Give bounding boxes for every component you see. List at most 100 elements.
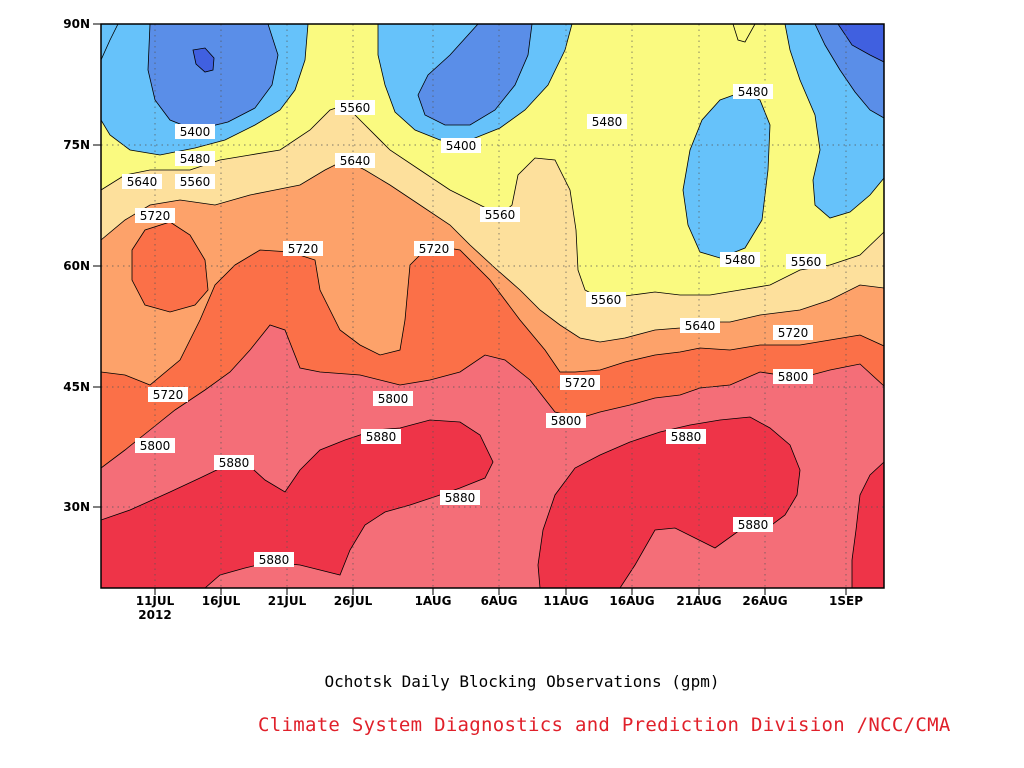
contour-label-5400-b: 5400 xyxy=(441,138,481,153)
svg-text:5560: 5560 xyxy=(591,293,622,307)
contour-label-5720-c: 5720 xyxy=(414,241,454,256)
contour-line-5800 xyxy=(101,324,884,469)
contour-label-5720-e: 5720 xyxy=(560,375,600,390)
svg-text:5880: 5880 xyxy=(219,456,250,470)
svg-text:5400: 5400 xyxy=(180,125,211,139)
band-5400-5480-west xyxy=(148,24,278,130)
y-tick-label-90: 90N xyxy=(63,17,90,31)
contour-label-5800-d: 5800 xyxy=(773,369,813,384)
contour-label-5720-d: 5720 xyxy=(148,387,188,402)
x-tick-label-16aug: 16AUG xyxy=(609,594,654,608)
contour-line-5320-west xyxy=(192,47,215,73)
band-below-5400-east xyxy=(838,24,884,62)
plot-frame xyxy=(100,23,885,589)
contour-line-5320-east xyxy=(837,24,884,63)
y-tick-label-60: 60N xyxy=(63,259,90,273)
svg-text:5480: 5480 xyxy=(725,253,756,267)
contour-line-5560 xyxy=(101,104,884,299)
svg-text:5800: 5800 xyxy=(140,439,171,453)
contour-label-5560-d: 5560 xyxy=(586,292,626,307)
y-tick-label-30: 30N xyxy=(63,500,90,514)
contour-label-5800-b: 5800 xyxy=(373,391,413,406)
x-tick-label-16jul: 16JUL xyxy=(202,594,241,608)
svg-text:5560: 5560 xyxy=(340,101,371,115)
band-above-5960-west xyxy=(101,420,493,588)
contour-line-5720-loop xyxy=(131,221,209,313)
svg-text:5880: 5880 xyxy=(671,430,702,444)
x-tick-label-21jul: 21JUL xyxy=(268,594,307,608)
x-tick-label-6aug: 6AUG xyxy=(481,594,518,608)
band-above-5960-east xyxy=(852,462,884,588)
contour-label-5640-a: 5640 xyxy=(122,174,162,189)
contour-label-5560-e: 5560 xyxy=(786,254,826,269)
svg-text:5560: 5560 xyxy=(791,255,822,269)
contour-label-5880-c: 5880 xyxy=(440,490,480,505)
band-5560-5640 xyxy=(101,24,884,298)
x-tick-label-1sep: 1SEP xyxy=(829,594,863,608)
svg-text:5560: 5560 xyxy=(180,175,211,189)
svg-text:5480: 5480 xyxy=(180,152,211,166)
svg-text:5800: 5800 xyxy=(551,414,582,428)
contour-label-5720-a: 5720 xyxy=(135,208,175,223)
svg-text:5800: 5800 xyxy=(378,392,409,406)
contour-line-5880-b xyxy=(537,416,801,588)
contour-line-5480-east xyxy=(784,24,884,219)
contour-label-5560-a: 5560 xyxy=(335,100,375,115)
svg-text:5720: 5720 xyxy=(778,326,809,340)
svg-text:5720: 5720 xyxy=(288,242,319,256)
contour-label-5640-c: 5640 xyxy=(680,318,720,333)
contour-label-5720-b: 5720 xyxy=(283,241,323,256)
contour-line-5880-c xyxy=(851,461,884,588)
svg-text:5480: 5480 xyxy=(738,85,769,99)
contour-label-5400-a: 5400 xyxy=(175,124,215,139)
svg-text:5880: 5880 xyxy=(259,553,290,567)
contour-label-5640-b: 5640 xyxy=(335,153,375,168)
svg-text:5560: 5560 xyxy=(485,208,516,222)
x-tick-label-11jul: 11JUL xyxy=(136,594,175,608)
contour-label-5480-c: 5480 xyxy=(733,84,773,99)
svg-text:5720: 5720 xyxy=(565,376,596,390)
x-tick-label-1aug: 1AUG xyxy=(415,594,452,608)
svg-text:5720: 5720 xyxy=(140,209,171,223)
contour-line-top-left xyxy=(101,24,119,61)
svg-text:5880: 5880 xyxy=(445,491,476,505)
svg-text:5640: 5640 xyxy=(127,175,158,189)
contour-label-5880-f: 5880 xyxy=(733,517,773,532)
svg-text:5720: 5720 xyxy=(153,388,184,402)
svg-text:5880: 5880 xyxy=(738,518,769,532)
chart-title: Ochotsk Daily Blocking Observations (gpm… xyxy=(324,672,720,691)
svg-text:5640: 5640 xyxy=(340,154,371,168)
band-above-5960-center xyxy=(538,417,800,588)
contour-line-5400-center xyxy=(417,24,533,126)
svg-text:5480: 5480 xyxy=(592,115,623,129)
contour-label-5720-f: 5720 xyxy=(773,325,813,340)
contour-label-5560-c: 5560 xyxy=(480,207,520,222)
contour-line-5480-island xyxy=(682,91,771,259)
contour-line-top-mid xyxy=(732,24,756,43)
contour-label-5480-a: 5480 xyxy=(175,151,215,166)
contour-label-5880-d: 5880 xyxy=(254,552,294,567)
x-tick-label-26aug: 26AUG xyxy=(742,594,787,608)
contour-label-5880-e: 5880 xyxy=(666,429,706,444)
x-year-label: 2012 xyxy=(138,608,171,622)
contour-label-5880-b: 5880 xyxy=(361,429,401,444)
contour-label-5560-b: 5560 xyxy=(175,174,215,189)
contour-line-5400-east xyxy=(814,24,884,119)
svg-text:5640: 5640 xyxy=(685,319,716,333)
contour-line-5640 xyxy=(101,159,884,343)
band-5480-5560-island xyxy=(683,92,770,258)
contour-label-5480-d: 5480 xyxy=(720,252,760,267)
svg-text:5720: 5720 xyxy=(419,242,450,256)
x-tick-label-21aug: 21AUG xyxy=(676,594,721,608)
svg-text:5400: 5400 xyxy=(446,139,477,153)
x-tick-label-11aug: 11AUG xyxy=(543,594,588,608)
contour-label-5880-a: 5880 xyxy=(214,455,254,470)
contour-label-5480-b: 5480 xyxy=(587,114,627,129)
band-5400-5480-center xyxy=(418,24,532,125)
credit-line: Climate System Diagnostics and Predictio… xyxy=(258,714,951,736)
contour-label-5800-a: 5800 xyxy=(135,438,175,453)
svg-text:5880: 5880 xyxy=(366,430,397,444)
x-tick-label-26jul: 26JUL xyxy=(334,594,373,608)
y-tick-label-45: 45N xyxy=(63,380,90,394)
